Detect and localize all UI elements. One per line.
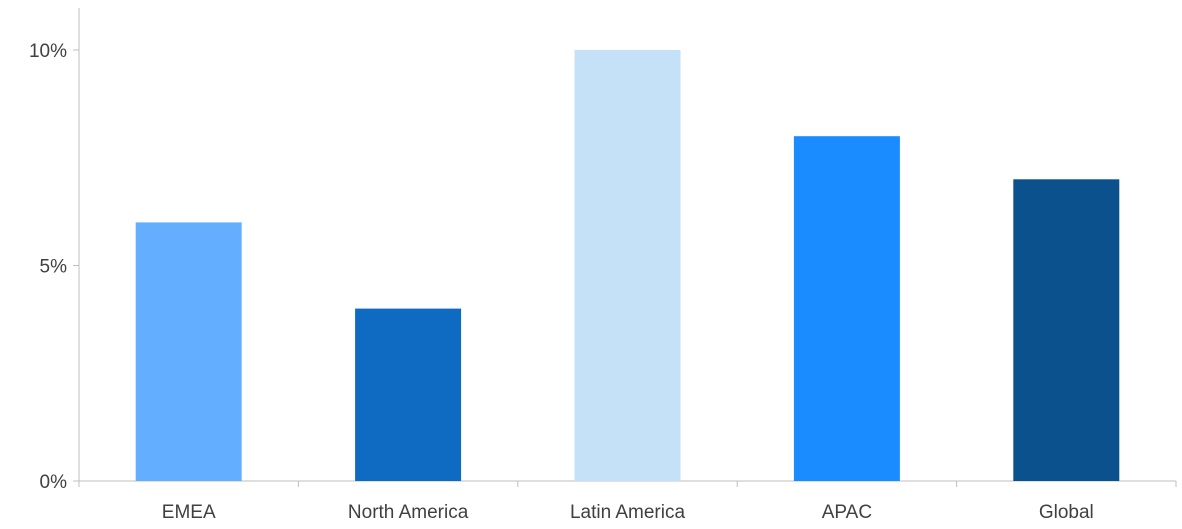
x-tick-label: North America: [348, 502, 469, 523]
y-tick-label: 5%: [40, 257, 68, 278]
y-tick-label: 10%: [29, 41, 67, 62]
bar-global: [1013, 179, 1120, 482]
x-axis: EMEA North America Latin America APAC Global: [78, 480, 1177, 523]
bar-north-america: [355, 308, 462, 481]
x-tick-label: APAC: [822, 502, 872, 523]
bar-emea: [135, 222, 242, 481]
bar-latin-america: [574, 50, 681, 481]
y-tick-label: 0%: [40, 472, 68, 493]
x-tick-label: EMEA: [162, 502, 216, 523]
y-axis: 0% 5% 10%: [29, 8, 80, 493]
x-tick-label: Global: [1039, 502, 1094, 523]
bars: [135, 50, 1120, 482]
bar-apac: [793, 136, 900, 481]
x-tick-label: Latin America: [570, 502, 686, 523]
